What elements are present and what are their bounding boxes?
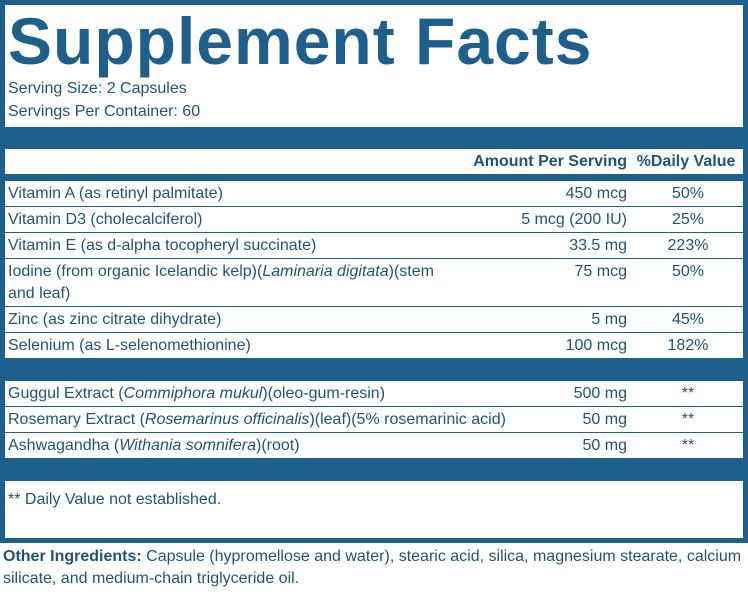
serving-size: Serving Size: 2 Capsules [8,80,187,97]
nutrient-name: Iodine (from organic Icelandic kelp)(Lam… [8,261,448,305]
daily-value: ** [681,411,695,428]
name-part: Zinc (as zinc citrate dihydrate) [8,311,222,328]
nutrient-row: Selenium (as L-selenomethionine) 100 mcg 1… [5,333,743,358]
daily-value: ** [681,437,695,454]
nutrient-name: Vitamin E (as d-alpha tocopheryl succina… [8,235,448,257]
daily-value: 223% [667,237,709,254]
daily-value: 25% [671,211,705,228]
nutrient-row: Guggul Extract (Commiphora mukul)(oleo-g… [5,381,743,407]
daily-value: 50% [671,263,705,280]
daily-value-header: %Daily Value [636,153,736,170]
nutrient-name: Zinc (as zinc citrate dihydrate) [8,309,448,331]
nutrient-name: Guggul Extract (Commiphora mukul)(oleo-g… [8,383,578,405]
name-part: Laminaria digitata [262,263,389,280]
amount: 450 mcg [565,185,627,202]
amount: 50 mg [582,411,627,428]
name-part: Ashwagandha ( [8,437,120,454]
table-header: Amount Per Serving %Daily Value [5,149,743,174]
amount-header: Amount Per Serving [473,153,627,170]
nutrient-row: Rosemary Extract (Rosemarinus officinali… [5,407,743,433]
name-part: )(oleo-gum-resin) [262,385,386,402]
other-ingredients-text: Capsule (hypromellose and water), steari… [3,548,742,587]
nutrient-row: Iodine (from organic Icelandic kelp)(Lam… [5,259,743,307]
name-part: (stem and leaf) [8,263,434,302]
amount: 33.5 mg [569,237,627,254]
title: Supplement Facts [8,4,593,78]
name-part: Rosemarinus officinalis [144,411,310,428]
band [5,174,743,181]
sections: Vitamin A (as retinyl palmitate) 450 mcg 5… [5,181,743,481]
name-part: Iodine (from organic Icelandic kelp)( [8,263,263,280]
band [5,127,743,149]
daily-value: 45% [671,311,705,328]
amount: 5 mg [591,311,627,328]
name-part: Commiphora mukul [123,385,263,402]
table-section: Vitamin A (as retinyl palmitate) 450 mcg 5… [5,181,743,358]
band [5,358,743,381]
other-ingredients: Other Ingredients: Capsule (hypromellose… [3,546,748,590]
nutrient-row: Ashwagandha (Withania somnifera)(root) 50… [5,433,743,458]
other-ingredients-label: Other Ingredients: [3,548,142,565]
amount: 50 mg [582,437,627,454]
nutrient-row: Zinc (as zinc citrate dihydrate) 5 mg 45% [5,307,743,333]
nutrient-name: Vitamin D3 (cholecalciferol) [8,209,448,231]
table-section: Guggul Extract (Commiphora mukul)(oleo-g… [5,381,743,458]
name-part: Rosemary Extract ( [8,411,145,428]
name-part: Withania somnifera [119,437,256,454]
band [5,458,743,481]
nutrient-row: Vitamin E (as d-alpha tocopheryl succina… [5,233,743,259]
nutrient-row: Vitamin A (as retinyl palmitate) 450 mcg 5… [5,181,743,207]
amount: 75 mcg [574,263,627,280]
name-part: )(leaf)(5% rosemarinic acid) [309,411,506,428]
name-part: Vitamin E (as d-alpha tocopheryl succina… [8,237,317,254]
servings-per-container: Servings Per Container: 60 [8,103,201,120]
daily-value: 182% [667,337,709,354]
facts-box: Supplement Facts Serving Size: 2 Capsule… [0,0,748,543]
daily-value: 50% [671,185,705,202]
name-part: Vitamin A (as retinyl palmitate) [8,185,223,202]
nutrient-name: Rosemary Extract (Rosemarinus officinali… [8,409,578,431]
nutrient-name: Selenium (as L-selenomethionine) [8,335,448,357]
name-part: Selenium (as L-selenomethionine) [8,337,251,354]
nutrient-name: Vitamin A (as retinyl palmitate) [8,183,448,205]
amount: 100 mcg [565,337,627,354]
name-part: ) [388,263,394,280]
amount: 5 mcg (200 IU) [521,211,627,228]
name-part: )(root) [256,437,300,454]
nutrient-row: Vitamin D3 (cholecalciferol) 5 mcg (200 I… [5,207,743,233]
amount: 500 mg [573,385,627,402]
name-part: Guggul Extract ( [8,385,124,402]
footnote: ** Daily Value not established. [8,491,222,508]
nutrient-name: Ashwagandha (Withania somnifera)(root) [8,435,578,457]
daily-value: ** [681,385,695,402]
name-part: Vitamin D3 (cholecalciferol) [8,211,203,228]
